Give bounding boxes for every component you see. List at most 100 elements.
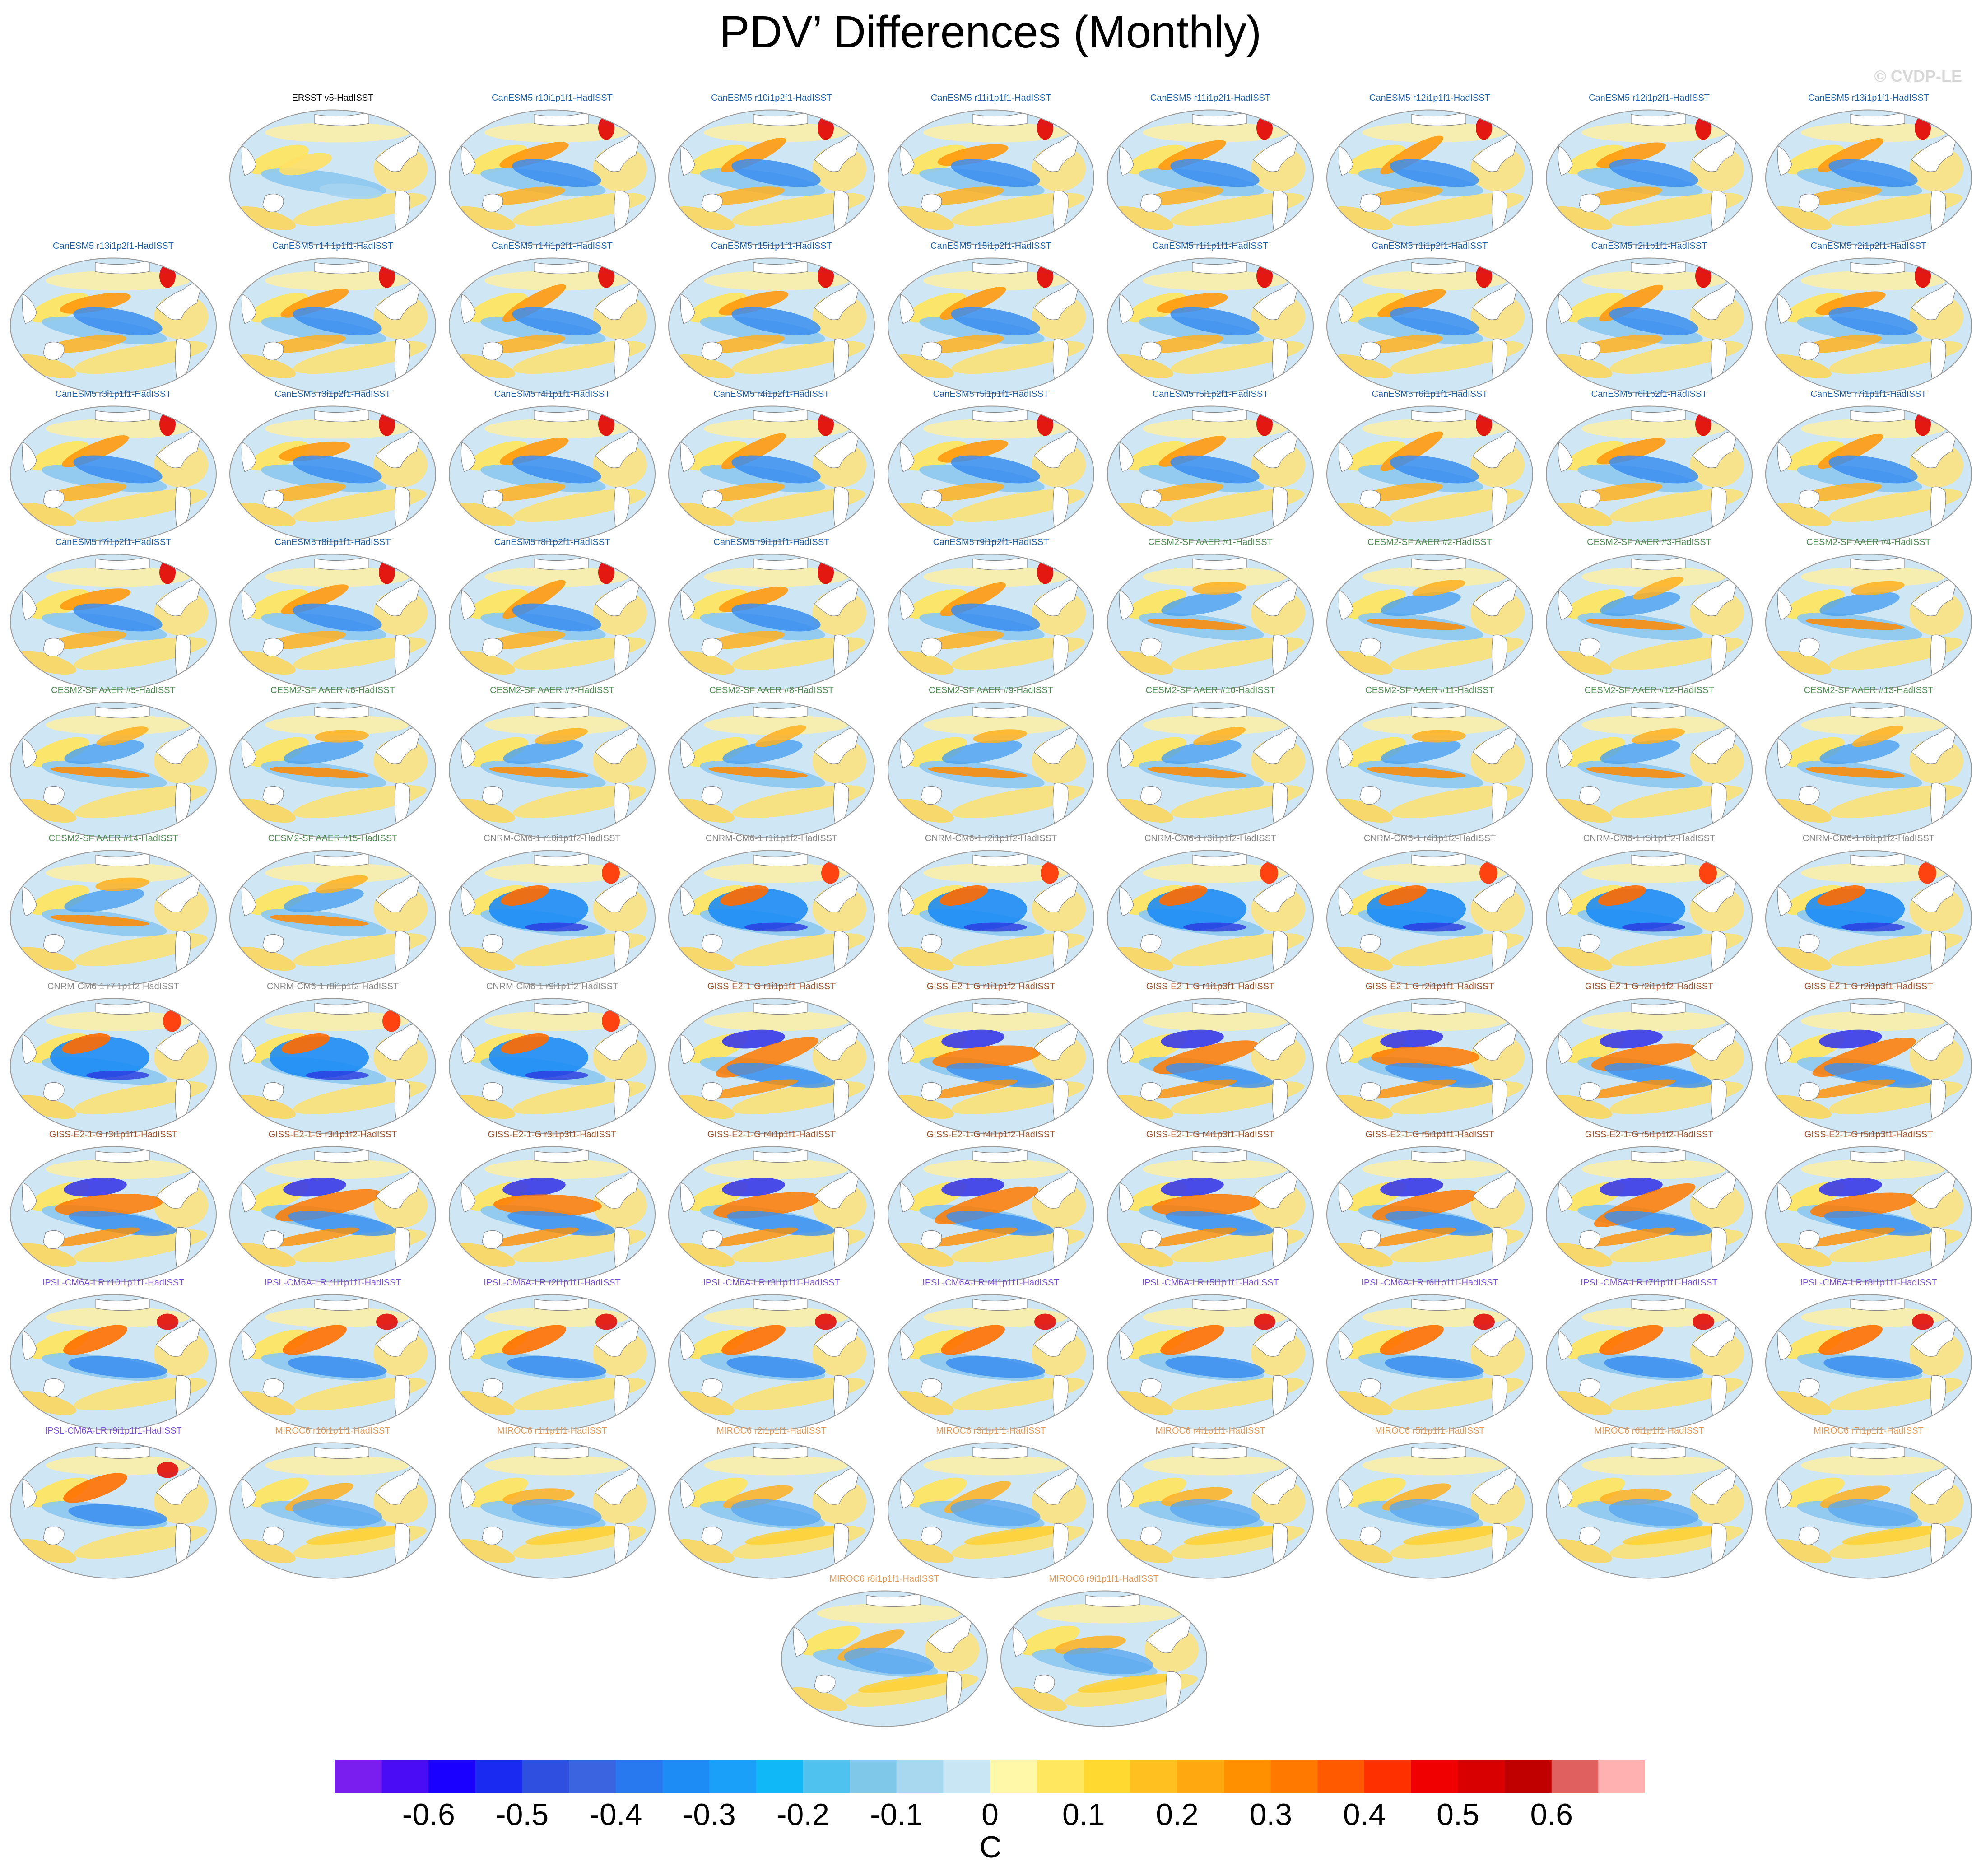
panel-title: CESM2-SF AAER #11-HadISST [1365, 685, 1494, 695]
colorbar-tick-label: -0.3 [683, 1797, 736, 1832]
world-map [10, 1294, 217, 1431]
world-map [229, 1146, 436, 1283]
map-panel: CanESM5 r4i1p2f1-HadISST [665, 389, 879, 545]
map-panel: IPSL-CM6A-LR r9i1p1f1-HadISST [6, 1425, 220, 1582]
panel-title: CESM2-SF AAER #2-HadISST [1367, 537, 1492, 547]
colorbar-swatch [1270, 1760, 1318, 1793]
map-panel: CanESM5 r1i1p2f1-HadISST [1323, 241, 1537, 397]
map-panel: CNRM-CM6-1 r6i1p1f2-HadISST [1762, 833, 1976, 990]
panel-title: MIROC6 r5i1p1f1-HadISST [1375, 1426, 1485, 1436]
panel-title: CanESM5 r7i1p1f1-HadISST [1810, 389, 1927, 399]
colorbar-swatch [896, 1760, 944, 1793]
map-panel: CNRM-CM6-1 r1i1p1f2-HadISST [665, 833, 879, 990]
world-map [1107, 1294, 1314, 1431]
map-panel: CanESM5 r15i1p2f1-HadISST [884, 241, 1098, 397]
panel-title: CESM2-SF AAER #3-HadISST [1587, 537, 1711, 547]
world-map [449, 405, 656, 542]
map-panel: GISS-E2-1-G r2i1p1f2-HadISST [1542, 981, 1756, 1138]
panel-title: MIROC6 r7i1p1f1-HadISST [1814, 1426, 1924, 1436]
colorbar-tick-label: -0.4 [589, 1797, 642, 1832]
panel-title: CanESM5 r4i1p1f1-HadISST [494, 389, 610, 399]
world-map [1546, 257, 1753, 394]
colorbar-tick-label: 0.4 [1343, 1797, 1386, 1832]
panel-title: GISS-E2-1-G r4i1p3f1-HadISST [1146, 1130, 1275, 1140]
colorbar-swatch [475, 1760, 523, 1793]
panel-title: CNRM-CM6-1 r4i1p1f2-HadISST [1363, 833, 1496, 843]
world-map [1107, 109, 1314, 246]
panel-title: CanESM5 r10i1p1f1-HadISST [492, 93, 613, 103]
world-map [888, 850, 1094, 987]
panel-title: CESM2-SF AAER #1-HadISST [1148, 537, 1273, 547]
map-panel: MIROC6 r9i1p1f1-HadISST [997, 1573, 1211, 1730]
panel-title: CNRM-CM6-1 r1i1p1f2-HadISST [705, 833, 838, 843]
panel-title: CanESM5 r12i1p1f1-HadISST [1369, 93, 1490, 103]
panel-title: CESM2-SF AAER #6-HadISST [270, 685, 395, 695]
panel-title: IPSL-CM6A-LR r2i1p1f1-HadISST [484, 1278, 621, 1288]
map-panel: CanESM5 r15i1p1f1-HadISST [665, 241, 879, 397]
colorbar-swatch [850, 1760, 897, 1793]
map-panel: MIROC6 r10i1p1f1-HadISST [226, 1425, 440, 1582]
panel-title: CNRM-CM6-1 r9i1p1f2-HadISST [486, 982, 618, 992]
panel-title: CNRM-CM6-1 r8i1p1f2-HadISST [266, 982, 399, 992]
world-map [888, 405, 1094, 542]
map-panel: CESM2-SF AAER #2-HadISST [1323, 537, 1537, 694]
world-map [449, 1442, 656, 1579]
world-map [668, 1146, 875, 1283]
panel-title: GISS-E2-1-G r5i1p3f1-HadISST [1804, 1130, 1933, 1140]
map-panel: CESM2-SF AAER #4-HadISST [1762, 537, 1976, 694]
world-map [449, 109, 656, 246]
world-map [1000, 1590, 1207, 1727]
panel-title: CNRM-CM6-1 r3i1p1f2-HadISST [1144, 833, 1277, 843]
map-panel: GISS-E2-1-G r3i1p3f1-HadISST [445, 1129, 659, 1286]
panel-title: CanESM5 r12i1p2f1-HadISST [1589, 93, 1710, 103]
world-map [449, 702, 656, 838]
panel-title: CanESM5 r13i1p1f1-HadISST [1808, 93, 1929, 103]
map-panel: CanESM5 r8i1p2f1-HadISST [445, 537, 659, 694]
panel-title: CanESM5 r8i1p2f1-HadISST [494, 537, 610, 547]
world-map [1107, 998, 1314, 1135]
world-map [1326, 1294, 1533, 1431]
map-panel: CanESM5 r8i1p1f1-HadISST [226, 537, 440, 694]
world-map [449, 850, 656, 987]
panel-title: MIROC6 r6i1p1f1-HadISST [1594, 1426, 1704, 1436]
map-panel: CESM2-SF AAER #3-HadISST [1542, 537, 1756, 694]
world-map [1546, 850, 1753, 987]
world-map [1326, 257, 1533, 394]
colorbar-tick-label: 0.5 [1437, 1797, 1479, 1832]
panel-title: IPSL-CM6A-LR r1i1p1f1-HadISST [264, 1278, 401, 1288]
world-map [888, 109, 1094, 246]
world-map [1326, 405, 1533, 542]
world-map [888, 554, 1094, 690]
panel-title: CanESM5 r9i1p1f1-HadISST [713, 537, 830, 547]
map-panel: MIROC6 r5i1p1f1-HadISST [1323, 1425, 1537, 1582]
colorbar-swatch [1411, 1760, 1458, 1793]
map-panel: CanESM5 r12i1p1f1-HadISST [1323, 93, 1537, 249]
panel-title: CESM2-SF AAER #4-HadISST [1806, 537, 1931, 547]
map-panel: GISS-E2-1-G r1i1p1f1-HadISST [665, 981, 879, 1138]
map-panel: CESM2-SF AAER #14-HadISST [6, 833, 220, 990]
world-map [1765, 1146, 1972, 1283]
world-map [1546, 702, 1753, 838]
map-panel: IPSL-CM6A-LR r10i1p1f1-HadISST [6, 1277, 220, 1434]
panel-title: IPSL-CM6A-LR r5i1p1f1-HadISST [1142, 1278, 1279, 1288]
map-panel: GISS-E2-1-G r5i1p3f1-HadISST [1762, 1129, 1976, 1286]
world-map [1107, 257, 1314, 394]
colorbar [335, 1760, 1645, 1793]
world-map [668, 257, 875, 394]
world-map [229, 257, 436, 394]
map-panel: CESM2-SF AAER #15-HadISST [226, 833, 440, 990]
map-panel: MIROC6 r7i1p1f1-HadISST [1762, 1425, 1976, 1582]
map-panel: IPSL-CM6A-LR r1i1p1f1-HadISST [226, 1277, 440, 1434]
panel-title: MIROC6 r10i1p1f1-HadISST [275, 1426, 391, 1436]
colorbar-swatch [1364, 1760, 1412, 1793]
colorbar-swatch [990, 1760, 1037, 1793]
panel-title: GISS-E2-1-G r5i1p1f1-HadISST [1365, 1130, 1494, 1140]
map-panel: CESM2-SF AAER #7-HadISST [445, 685, 659, 842]
colorbar-swatch [1598, 1760, 1645, 1793]
panel-title: GISS-E2-1-G r3i1p1f2-HadISST [268, 1130, 397, 1140]
colorbar-units: C [979, 1830, 1002, 1864]
panel-title: GISS-E2-1-G r1i1p1f2-HadISST [926, 982, 1056, 992]
world-map [1326, 702, 1533, 838]
world-map [1546, 109, 1753, 246]
map-panel: CNRM-CM6-1 r8i1p1f2-HadISST [226, 981, 440, 1138]
